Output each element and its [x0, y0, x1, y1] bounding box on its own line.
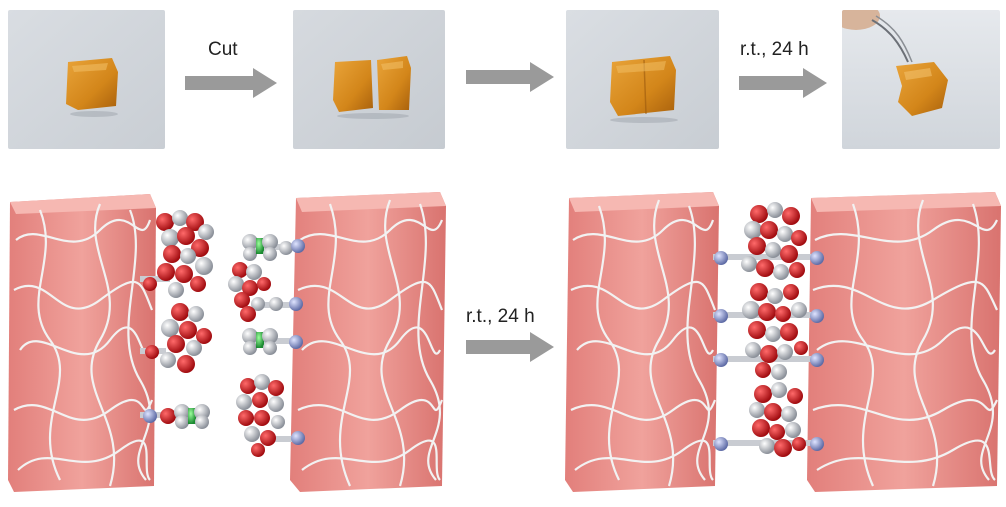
arrow-cut — [185, 68, 277, 98]
gel-half-left — [333, 60, 373, 112]
label-heal-bottom: r.t., 24 h — [466, 306, 535, 327]
fingers — [842, 10, 880, 30]
linker-right-top — [242, 234, 305, 261]
crosslinked-esters — [713, 202, 824, 457]
photo-intact-gel — [8, 10, 165, 149]
linker-left-bottom — [140, 404, 210, 429]
hydrogel-block-right — [290, 192, 446, 492]
photo-lifted-gel — [842, 10, 1000, 149]
label-heal-top: r.t., 24 h — [740, 39, 809, 60]
boronic-cluster-left-top — [140, 210, 214, 298]
arrow-rejoin — [466, 62, 554, 92]
schematic-before-healing — [8, 192, 446, 492]
boronic-cluster-left-middle — [140, 303, 212, 373]
boronic-cluster-right-upper — [228, 262, 303, 322]
arrow-heal-top — [739, 68, 827, 98]
arrow-heal-bottom — [466, 332, 554, 362]
boronic-cluster-right-lower — [236, 374, 305, 457]
photo-rejoined-gel — [566, 10, 719, 149]
schematic-after-healing — [565, 192, 1001, 492]
hydrogel-block-left-healed — [565, 192, 719, 492]
label-cut: Cut — [208, 39, 238, 60]
photo-cut-gel — [293, 10, 445, 149]
hydrogel-block-right-healed — [807, 192, 1001, 492]
tweezers — [871, 19, 909, 63]
linker-right-middle — [242, 328, 303, 355]
hydrogel-block-left — [8, 194, 156, 492]
